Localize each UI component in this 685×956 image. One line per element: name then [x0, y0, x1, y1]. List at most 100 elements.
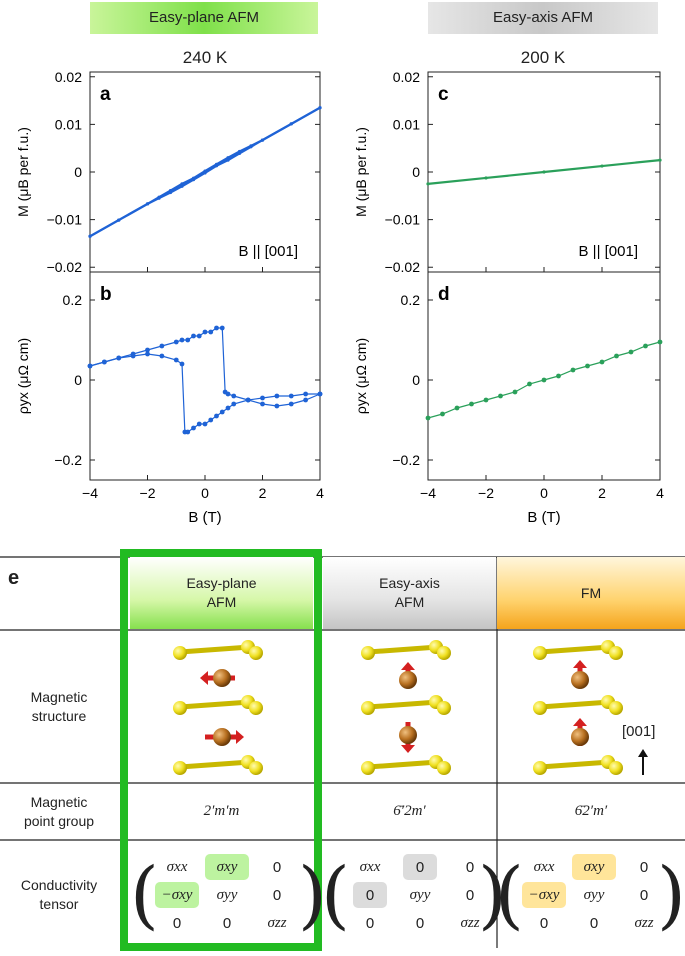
tensor-cell-highlight: 0	[403, 854, 437, 880]
data-point-b	[225, 391, 231, 397]
y-tick-label: 0.02	[393, 69, 420, 85]
data-point-b	[214, 325, 219, 331]
bond	[539, 699, 611, 710]
data-point-b	[159, 343, 165, 349]
data-point-d	[643, 343, 648, 349]
col-easy-plane: Easy-plane AFM	[130, 557, 313, 629]
tensor-cell: σzz	[267, 914, 287, 931]
tensor-cell: 0	[365, 914, 375, 932]
tensor-cell: 0	[465, 886, 475, 904]
brown-atom-icon	[571, 671, 589, 689]
bond	[539, 759, 611, 770]
data-point-c	[600, 164, 604, 168]
tensor-easy-axis: ( σxx 0 0 0 σyy 0 0 0 σzz )	[321, 852, 507, 938]
row-label-point-group: Magnetic point group	[23, 793, 95, 829]
data-point-b	[159, 353, 165, 359]
y-tick-label: 0	[74, 164, 82, 180]
data-point-b	[274, 393, 280, 399]
x-tick-label: −2	[140, 485, 156, 501]
y-axis-label: M (μB per f.u.)	[353, 127, 369, 217]
data-point-b	[191, 425, 196, 431]
y-tick-label: −0.2	[54, 452, 82, 468]
x-tick-label: −2	[478, 485, 494, 501]
point-group-easy-plane: 2′m′m	[203, 803, 240, 819]
data-point-b	[225, 405, 231, 411]
y-tick-label: −0.02	[47, 259, 83, 275]
bond	[367, 699, 439, 710]
data-point-d	[469, 401, 474, 407]
yellow-atom-icon	[437, 701, 451, 715]
series-line-b	[89, 353, 320, 433]
x-tick-label: 0	[201, 485, 209, 501]
tensor-cell: 0	[272, 886, 282, 904]
yellow-atom-icon	[249, 701, 263, 715]
spin-arrow-head-icon	[236, 730, 244, 744]
data-point-a	[117, 218, 121, 222]
yellow-atom-icon	[361, 761, 375, 775]
tensor-easy-plane: ( σxx σxy 0 −σxy σyy 0 0 0 σzz )	[130, 852, 327, 938]
brown-atom-icon	[399, 671, 417, 689]
data-point-b	[288, 393, 294, 399]
data-point-b	[196, 333, 202, 339]
data-point-a	[289, 122, 293, 126]
panel-label-b: b	[100, 284, 112, 305]
data-point-b	[231, 401, 237, 407]
data-point-d	[628, 349, 634, 355]
tensor-cell-highlight: −σxy	[155, 882, 199, 908]
brown-atom-icon	[571, 728, 589, 746]
row-label-tensor: Conductivity tensor	[20, 877, 98, 912]
data-point-d	[483, 397, 489, 403]
x-tick-label: 0	[540, 485, 548, 501]
x-tick-label: 4	[656, 485, 664, 501]
tensor-cell: 0	[415, 914, 425, 932]
data-point-b	[303, 397, 309, 403]
point-group-easy-axis: 6̄′2m′	[393, 803, 426, 819]
yellow-atom-icon	[437, 646, 451, 660]
y-axis-label: ρyx (μΩ cm)	[353, 338, 369, 414]
data-point-a	[203, 171, 207, 175]
data-point-b	[260, 395, 265, 401]
data-point-b	[185, 429, 191, 435]
tensor-cell-highlight: −σxy	[522, 882, 566, 908]
tensor-cell: σyy	[216, 886, 238, 903]
yellow-atom-icon	[173, 646, 187, 660]
x-tick-label: −4	[82, 485, 98, 501]
panel-label-c: c	[438, 84, 449, 105]
data-point-b	[219, 409, 225, 415]
data-point-a	[168, 190, 173, 195]
x-tick-label: 2	[259, 485, 267, 501]
tensor-cell-highlight: σxy	[205, 854, 249, 880]
data-point-a	[145, 202, 150, 206]
data-point-b	[208, 417, 214, 423]
y-tick-label: 0.2	[63, 292, 83, 308]
data-point-b	[303, 391, 309, 397]
brown-atom-icon	[213, 728, 231, 746]
data-point-b	[130, 353, 136, 359]
data-point-c	[484, 176, 488, 180]
data-point-b	[101, 359, 107, 365]
data-point-d	[498, 393, 503, 399]
y-tick-label: 0.01	[55, 116, 82, 132]
data-point-d	[425, 415, 431, 421]
data-point-d	[512, 389, 518, 395]
tensor-cell: σyy	[583, 886, 605, 903]
data-point-b	[185, 337, 191, 343]
data-point-a	[318, 106, 322, 110]
panel-label-d: d	[438, 284, 450, 305]
col-easy-axis: Easy-axis AFM	[323, 557, 496, 629]
y-tick-label: 0	[74, 372, 82, 388]
x-tick-label: 4	[316, 485, 324, 501]
brown-atom-icon	[213, 669, 231, 687]
direction-arrow-icon	[638, 749, 648, 775]
data-point-d	[570, 367, 576, 373]
data-point-a	[260, 138, 265, 142]
data-point-d	[599, 359, 605, 365]
data-point-c	[426, 182, 430, 186]
data-point-d	[454, 405, 460, 411]
spin-arrow-head-icon	[401, 745, 415, 753]
y-tick-label: −0.02	[385, 259, 421, 275]
point-group-fm: 6̄2′m′	[574, 803, 608, 819]
bond	[179, 759, 251, 770]
data-point-b	[317, 391, 323, 397]
yellow-atom-icon	[609, 701, 623, 715]
